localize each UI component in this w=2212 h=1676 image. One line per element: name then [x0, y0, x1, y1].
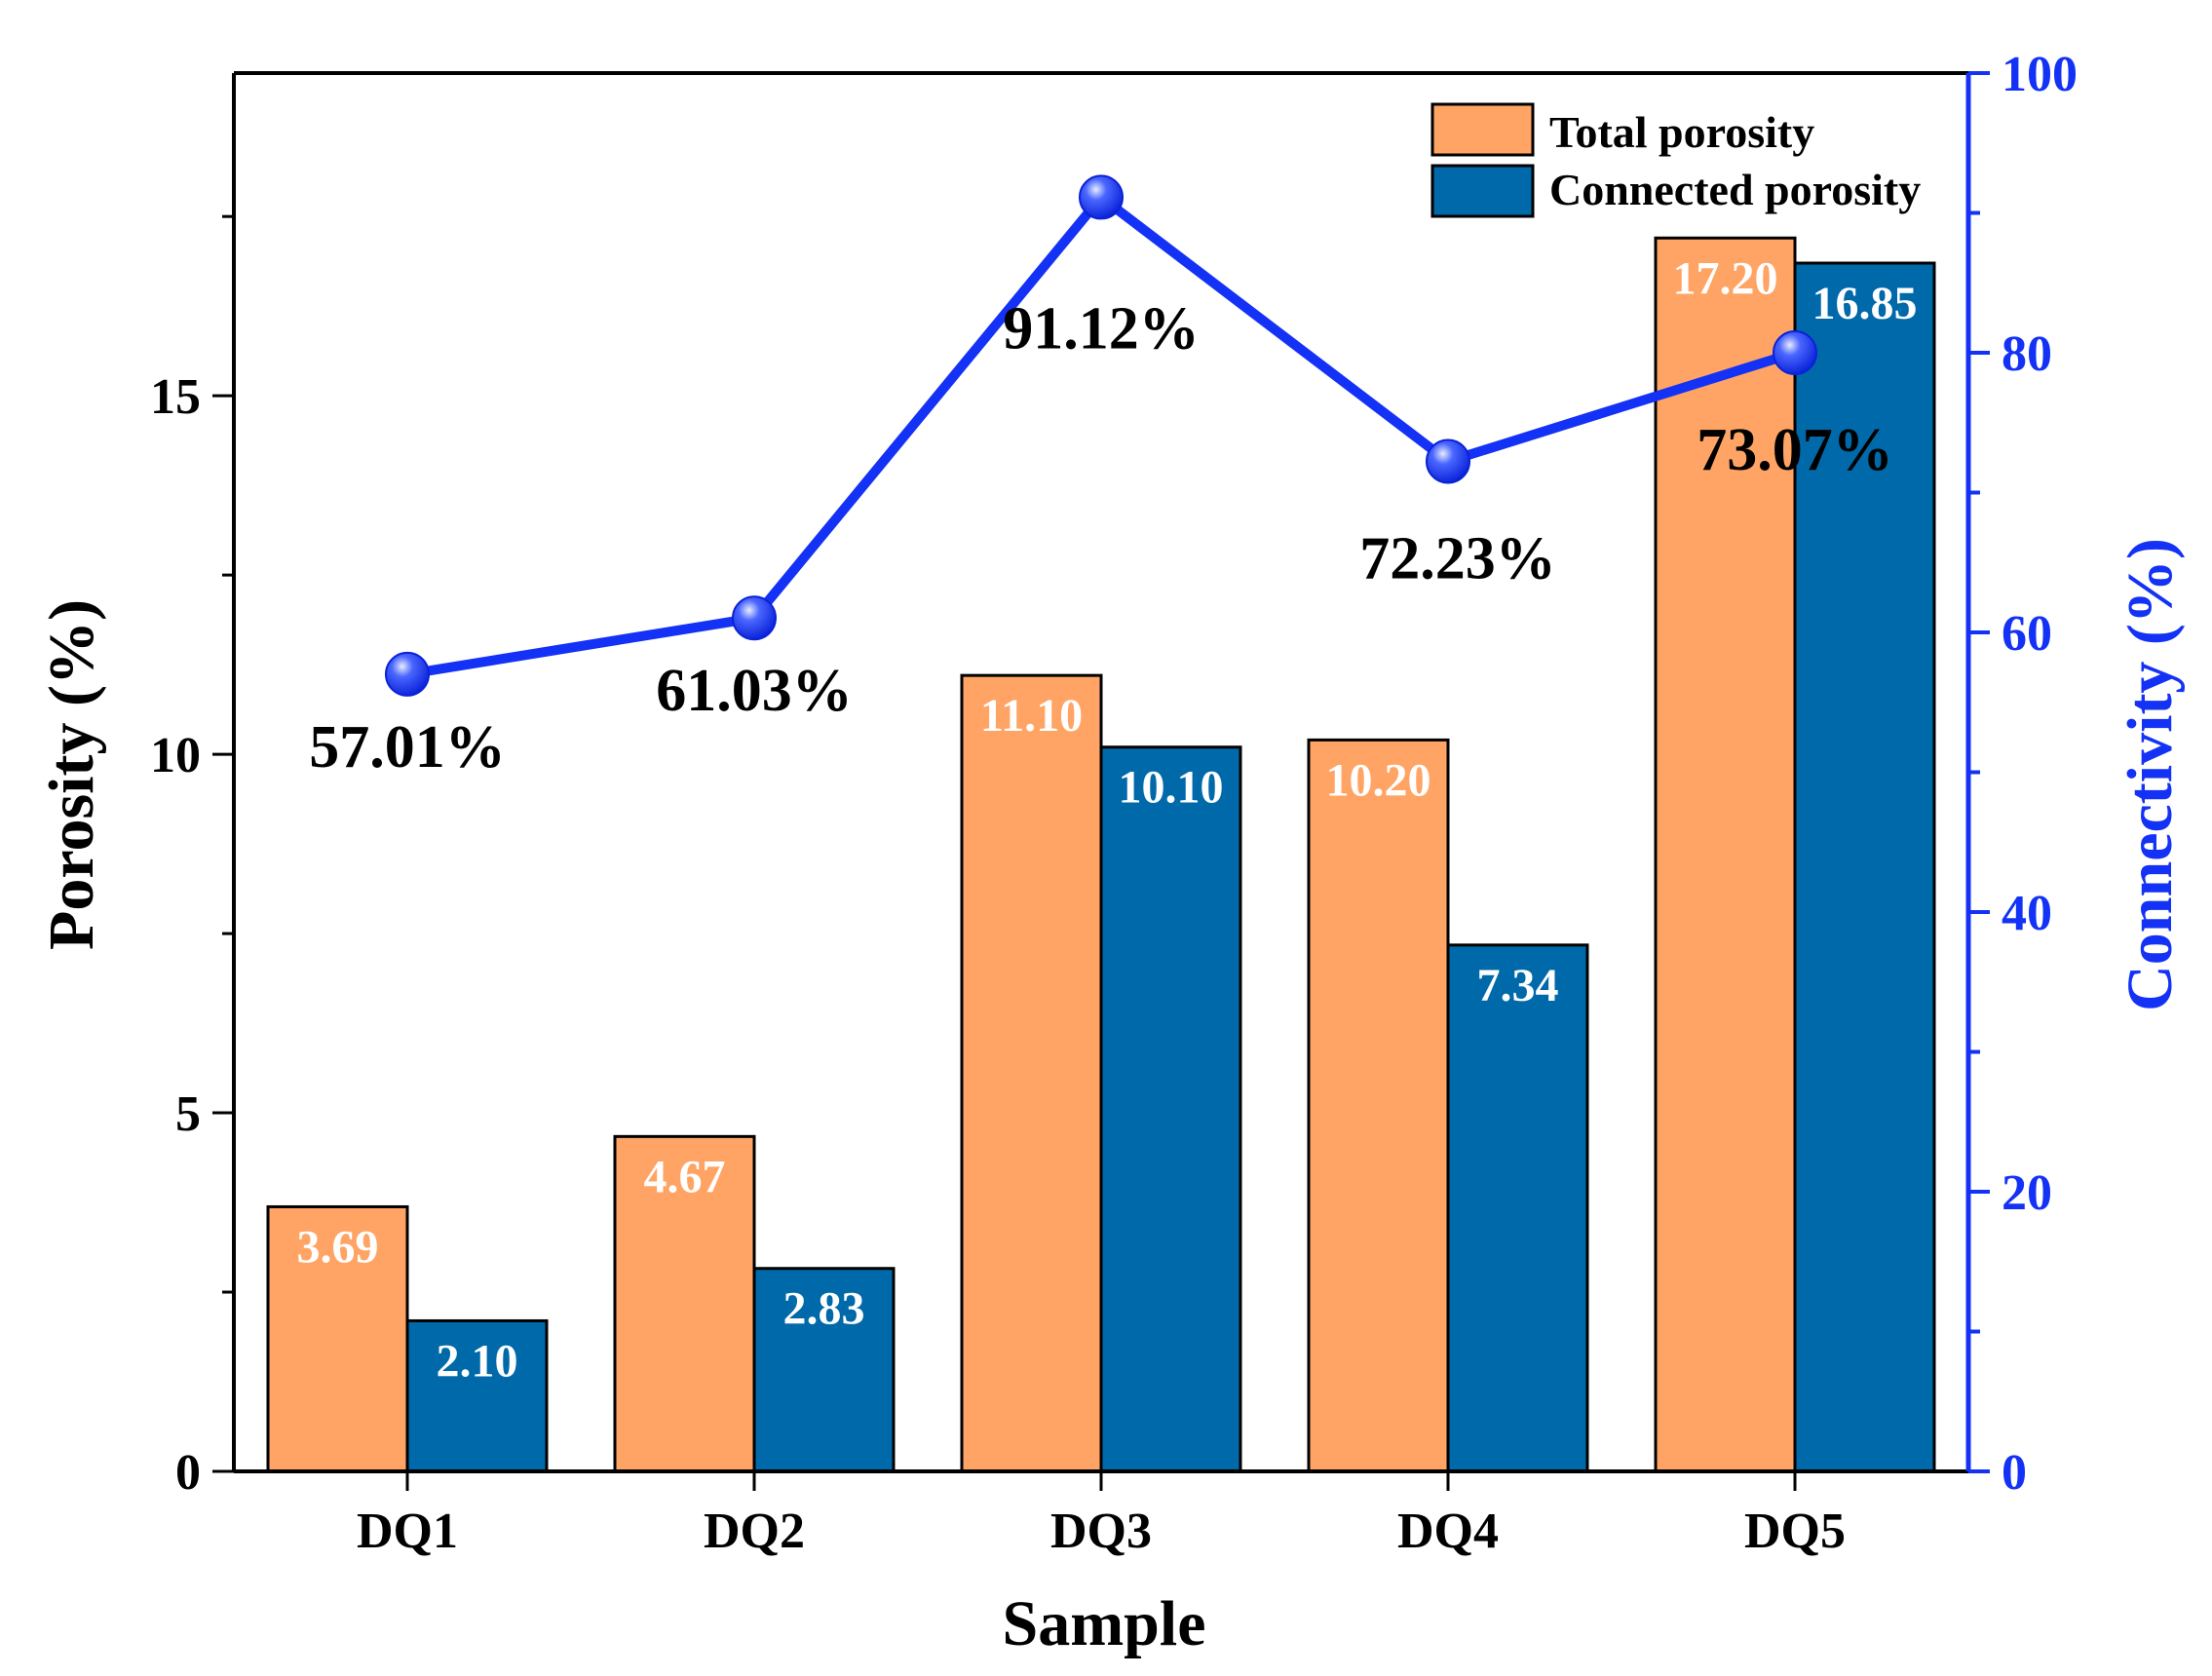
x-tick-label-dq1: DQ1: [357, 1504, 458, 1559]
bar-label-connected-porosity-dq5: 16.85: [1812, 278, 1918, 329]
y-tick-label-right: 20: [2002, 1165, 2052, 1221]
bar-connected-porosity-dq1: [405, 1318, 549, 1473]
connectivity-label-dq3: 91.12%: [1003, 295, 1200, 362]
y-axis-title-left: Porosity (%): [36, 599, 107, 950]
bar-label-total-porosity-dq2: 4.67: [644, 1151, 726, 1202]
connectivity-point-dq3: [1079, 174, 1124, 220]
bar-connected-porosity-dq3: [1099, 745, 1242, 1473]
bar-label-connected-porosity-dq2: 2.83: [783, 1283, 865, 1335]
bar-label-connected-porosity-dq3: 10.10: [1119, 762, 1224, 814]
line-layer: 57.01% 61.03% 91.12% 72.23% 73.07%: [309, 174, 1893, 781]
y-tick-label-right: 40: [2002, 886, 2052, 941]
legend-label-connected-porosity: Connected porosity: [1549, 165, 1921, 214]
bar-labels-layer: 3.69 4.67 11.10 10.20 17.20 2.10 2.83 10.10 7.34…: [297, 252, 1918, 1387]
bar-total-porosity-dq2: [613, 1134, 756, 1473]
x-axis-title: Sample: [1002, 1588, 1205, 1659]
y-tick-label-left: 5: [175, 1086, 201, 1142]
bar-connected-porosity-dq4: [1446, 943, 1589, 1473]
x-tick-label-dq2: DQ2: [704, 1504, 805, 1559]
connectivity-label-dq1: 57.01%: [309, 714, 506, 781]
legend: Total porosity Connected porosity: [1430, 102, 1921, 218]
axes-layer: 0 5 10 15 0 20 40 60 80 100 DQ1 DQ2 DQ3 DQ4 DQ5: [150, 47, 2078, 1559]
y-tick-label-right: 0: [2002, 1445, 2027, 1501]
y-tick-label-right: 100: [2002, 47, 2078, 102]
bar-label-total-porosity-dq4: 10.20: [1326, 754, 1431, 806]
connectivity-point-dq4: [1426, 438, 1470, 484]
bar-total-porosity-dq5: [1654, 236, 1797, 1473]
y-tick-label-right: 60: [2002, 606, 2052, 662]
bar-total-porosity-dq3: [960, 673, 1103, 1473]
bar-label-connected-porosity-dq1: 2.10: [437, 1335, 518, 1387]
legend-swatch-connected-porosity: [1430, 164, 1535, 218]
connectivity-label-dq2: 61.03%: [656, 658, 853, 724]
connectivity-label-dq4: 72.23%: [1359, 525, 1556, 591]
x-tick-label-dq4: DQ4: [1397, 1504, 1499, 1559]
bar-connected-porosity-dq5: [1793, 261, 1936, 1473]
y-axis-title-right: Connectivity (%): [2115, 538, 2186, 1011]
bar-label-total-porosity-dq3: 11.10: [980, 690, 1083, 742]
bar-label-connected-porosity-dq4: 7.34: [1477, 960, 1559, 1011]
bar-label-total-porosity-dq1: 3.69: [297, 1221, 379, 1273]
connectivity-line: [402, 192, 1800, 679]
bars-layer: [266, 236, 1936, 1473]
connectivity-point-dq2: [732, 595, 777, 641]
connectivity-point-dq1: [385, 651, 430, 697]
y-tick-label-left: 15: [150, 369, 201, 425]
bar-label-total-porosity-dq5: 17.20: [1673, 252, 1778, 304]
legend-swatch-total-porosity: [1430, 102, 1535, 157]
y-tick-label-left: 10: [150, 728, 201, 783]
connectivity-label-dq5: 73.07%: [1697, 417, 1893, 483]
y-tick-label-right: 80: [2002, 326, 2052, 382]
x-tick-label-dq3: DQ3: [1050, 1504, 1152, 1559]
bar-total-porosity-dq1: [266, 1204, 409, 1473]
legend-label-total-porosity: Total porosity: [1549, 107, 1814, 157]
x-tick-label-dq5: DQ5: [1744, 1504, 1846, 1559]
bar-total-porosity-dq4: [1307, 738, 1450, 1473]
connectivity-point-dq5: [1773, 330, 1817, 375]
y-tick-label-left: 0: [175, 1445, 201, 1501]
